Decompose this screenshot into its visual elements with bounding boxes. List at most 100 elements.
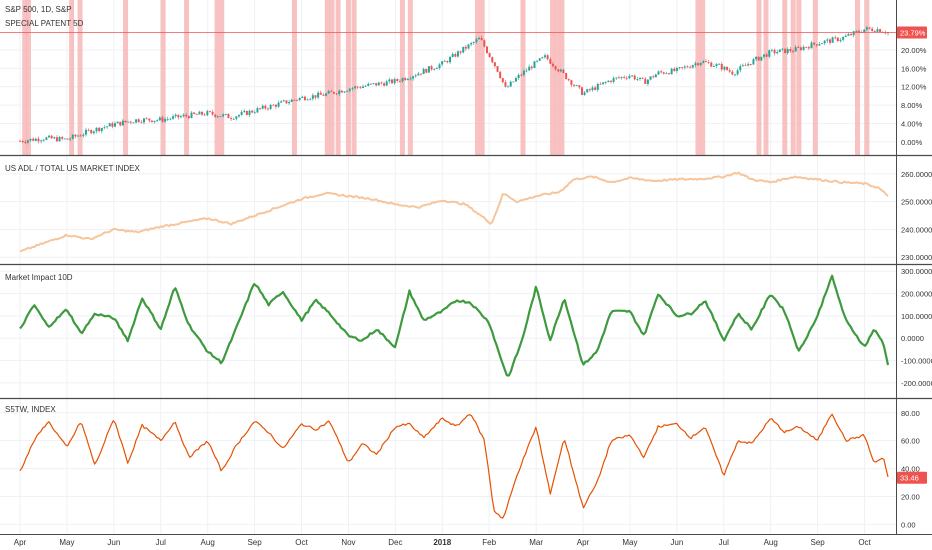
candle-body [161, 117, 164, 122]
candle-body [148, 118, 151, 121]
candle-body [367, 83, 370, 86]
x-tick-label: Oct [858, 538, 871, 547]
candle-body [805, 46, 808, 48]
event-highlight-band [160, 0, 166, 155]
candle-body [198, 111, 201, 115]
candle-body [158, 117, 161, 121]
candle-body [525, 70, 528, 72]
candle-body [760, 56, 763, 61]
y-tick-label: 16.00% [901, 64, 927, 73]
candle-body [50, 135, 53, 139]
candle-body [478, 37, 481, 40]
candle-body [267, 108, 269, 110]
candle-body [520, 74, 523, 76]
candle-body [480, 37, 483, 41]
candle-body [741, 65, 744, 67]
y-tick-label: 0.00 [901, 520, 916, 529]
x-tick-label: May [622, 538, 637, 547]
candle-body [327, 91, 330, 94]
x-tick-label: Oct [295, 538, 308, 547]
candle-body [462, 46, 465, 53]
candle-body [512, 81, 515, 83]
candle-body [691, 65, 694, 68]
event-highlight-band [184, 0, 190, 155]
candle-body [69, 138, 72, 140]
candle-body [335, 93, 338, 95]
series-layer [0, 26, 896, 519]
x-tick-label: Sep [247, 538, 262, 547]
candle-body [190, 112, 193, 119]
candle-body [438, 64, 441, 69]
candle-body [55, 137, 58, 142]
candle-body [285, 100, 288, 104]
event-highlight-band [812, 0, 818, 155]
candle-body [84, 129, 87, 135]
event-highlight-band [855, 0, 861, 155]
candle-body [639, 77, 641, 79]
candle-body [26, 140, 29, 143]
candle-body [359, 87, 362, 89]
candle-body [441, 61, 444, 65]
event-highlight-band [351, 0, 357, 155]
candle-body [311, 95, 314, 99]
candle-body [77, 135, 80, 137]
candle-body [712, 66, 715, 67]
candle-body [45, 137, 48, 140]
candle-body [211, 111, 214, 115]
candle-body [288, 101, 291, 104]
candle-body [491, 57, 494, 63]
candle-body [826, 39, 829, 41]
candle-body [733, 74, 736, 76]
candle-body [124, 120, 127, 123]
candle-body [71, 134, 74, 139]
candle-body [763, 54, 765, 57]
candle-body [150, 120, 153, 123]
candle-body [810, 42, 813, 49]
candle-body [37, 138, 40, 142]
candle-body [544, 55, 547, 58]
x-tick-label: Aug [201, 538, 215, 547]
candle-body [533, 61, 536, 68]
event-highlight-band [700, 0, 706, 155]
candle-body [391, 79, 393, 84]
candle-body [243, 110, 246, 113]
candle-body [208, 111, 211, 112]
candle-body [662, 72, 665, 74]
candle-body [34, 138, 37, 141]
candle-body [871, 28, 874, 32]
candle-body [179, 116, 182, 118]
candle-body [317, 92, 320, 98]
candle-body [153, 120, 156, 123]
event-highlights [22, 0, 870, 155]
candle-body [483, 40, 486, 47]
candle-body [206, 111, 209, 116]
candle-body [644, 78, 647, 84]
candle-body [354, 86, 357, 89]
candle-body [87, 129, 90, 131]
x-tick-label: Aug [764, 538, 778, 547]
event-highlight-band [335, 0, 341, 155]
candle-body [496, 66, 499, 72]
candle-body [277, 102, 280, 107]
candle-body [731, 71, 734, 75]
y-tick-label: 4.00% [901, 119, 923, 128]
candle-body [314, 95, 317, 98]
candle-body [559, 69, 562, 72]
candle-body [607, 80, 610, 83]
candle-body [227, 113, 230, 119]
candle-body [446, 61, 449, 63]
event-highlight-band [219, 0, 225, 155]
candle-body [720, 63, 723, 70]
candle-body [369, 83, 372, 85]
candle-body [470, 42, 473, 45]
candle-body [567, 79, 570, 81]
candle-body [681, 67, 684, 69]
candle-body [839, 39, 842, 42]
candle-body [699, 62, 702, 66]
candle-body [330, 91, 333, 92]
candle-body [372, 83, 375, 84]
candle-body [451, 54, 454, 57]
y-tick-label: 12.00% [901, 83, 927, 92]
candle-body [549, 59, 552, 64]
event-highlight-band [790, 0, 796, 155]
